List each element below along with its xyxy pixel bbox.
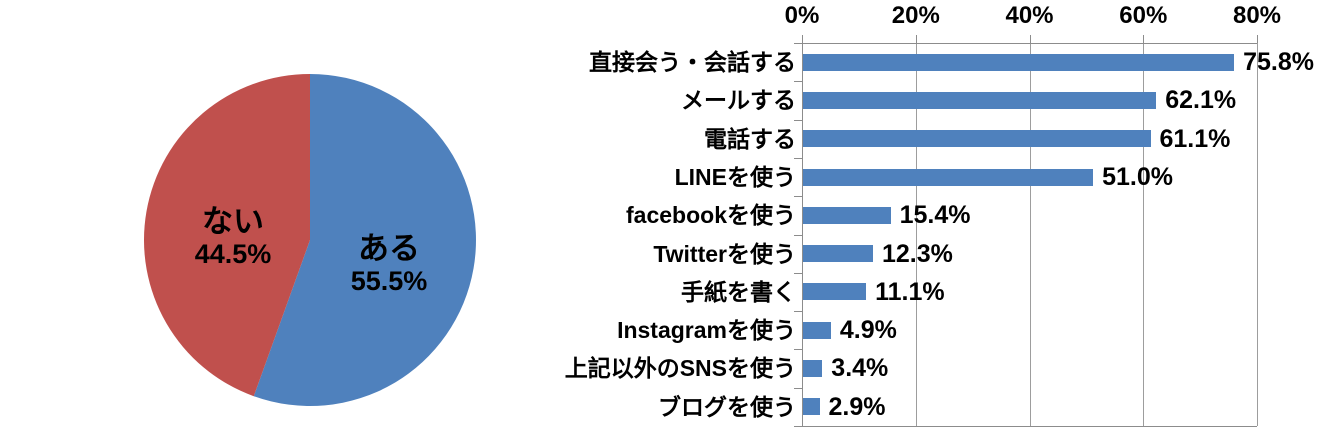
category-axis-tick bbox=[794, 196, 802, 198]
category-axis-tick bbox=[794, 272, 802, 274]
bar-category-label: メールする bbox=[681, 87, 796, 114]
gridline-80% bbox=[1257, 43, 1258, 426]
bar-1 bbox=[803, 53, 1235, 71]
pie-slice-label-2: ない 44.5% bbox=[195, 204, 272, 270]
bar-category-label: 電話する bbox=[704, 125, 796, 152]
bar-value-label: 12.3% bbox=[882, 239, 953, 268]
bar-value-label: 2.9% bbox=[828, 392, 886, 421]
pie-plot-area bbox=[143, 74, 476, 407]
bar-8 bbox=[803, 321, 831, 339]
x-axis-tick bbox=[1257, 35, 1258, 43]
bar-4 bbox=[803, 168, 1094, 186]
plot-border-bottom bbox=[797, 426, 1257, 427]
bar-category-label: Instagramを使う bbox=[617, 317, 796, 344]
x-tick-label-0%: 0% bbox=[784, 2, 820, 29]
bar-value-label: 62.1% bbox=[1165, 86, 1237, 115]
x-axis-tick bbox=[915, 35, 917, 43]
category-axis-tick bbox=[794, 119, 802, 121]
pie-slice-value: 44.5% bbox=[194, 239, 272, 269]
category-axis-tick bbox=[794, 43, 802, 44]
bar-3 bbox=[803, 130, 1151, 148]
category-axis-tick bbox=[794, 234, 802, 236]
bar-category-label: LINEを使う bbox=[674, 163, 796, 190]
bar-category-label: 直接会う・会話する bbox=[589, 49, 796, 75]
bar-value-label: 75.8% bbox=[1243, 48, 1314, 76]
bar-value-label: 3.4% bbox=[831, 354, 889, 383]
x-axis-line-top bbox=[797, 43, 1257, 44]
category-axis-tick bbox=[794, 81, 802, 83]
category-axis-tick bbox=[794, 157, 802, 159]
category-axis-tick bbox=[794, 387, 802, 389]
bar-2 bbox=[803, 91, 1157, 109]
pie-slice-name: ない bbox=[202, 204, 264, 239]
bar-value-label: 61.1% bbox=[1159, 124, 1231, 153]
bar-value-label: 15.4% bbox=[899, 201, 971, 230]
x-axis-tick bbox=[1143, 35, 1145, 43]
category-axis-tick bbox=[794, 349, 802, 351]
category-axis-line bbox=[802, 43, 803, 426]
bar-5 bbox=[803, 206, 891, 224]
bar-category-label: 手紙を書く bbox=[681, 278, 796, 305]
gridline-60% bbox=[1143, 43, 1145, 426]
gridline-20% bbox=[915, 43, 917, 426]
bar-category-label: Twitterを使う bbox=[653, 240, 796, 267]
pie-chart: ある 55.5% ない 44.5% bbox=[0, 0, 560, 442]
x-tick-label-40%: 40% bbox=[1005, 2, 1054, 29]
bar-7 bbox=[803, 283, 867, 301]
x-tick-label-80%: 80% bbox=[1232, 2, 1282, 29]
bar-category-label: facebookを使う bbox=[626, 202, 796, 229]
x-axis-tick bbox=[802, 35, 803, 43]
pie-slice-value: 55.5% bbox=[350, 266, 428, 296]
pie-slice-name: ある bbox=[358, 231, 420, 266]
pie-slice-label-1: ある 55.5% bbox=[351, 231, 428, 297]
bar-category-label: 上記以外のSNSを使う bbox=[564, 355, 796, 382]
bar-value-label: 4.9% bbox=[839, 316, 897, 345]
x-tick-label-60%: 60% bbox=[1119, 2, 1168, 29]
gridline-40% bbox=[1029, 43, 1031, 426]
category-axis-tick bbox=[794, 426, 802, 427]
category-axis-tick bbox=[794, 311, 802, 313]
bar-10 bbox=[803, 398, 820, 416]
bar-value-label: 11.1% bbox=[875, 277, 945, 306]
x-axis-tick bbox=[1029, 35, 1031, 43]
pie-slice-2 bbox=[143, 74, 310, 397]
bar-value-label: 51.0% bbox=[1102, 162, 1173, 191]
bar-6 bbox=[803, 245, 873, 263]
bar-chart: 0% 20% 40% 60% 80% 直接会う・会話する 75.8% メールする 62.1% 電話… bbox=[560, 0, 1324, 442]
bar-9 bbox=[803, 360, 823, 377]
pie-slice-1 bbox=[253, 74, 476, 407]
bar-category-label: ブログを使う bbox=[658, 393, 796, 420]
x-tick-label-20%: 20% bbox=[891, 2, 940, 29]
